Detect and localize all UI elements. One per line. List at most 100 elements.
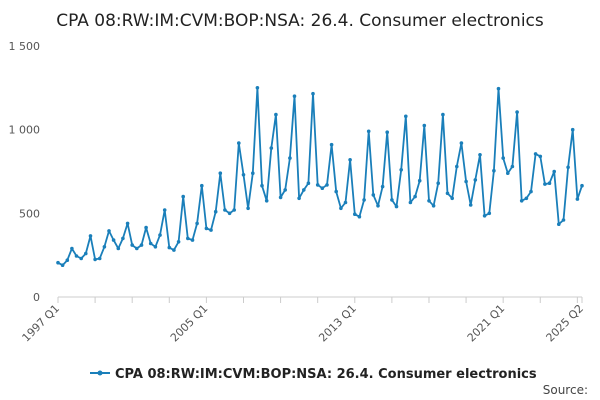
- data-point[interactable]: [376, 204, 380, 208]
- data-point[interactable]: [320, 186, 325, 190]
- data-point[interactable]: [158, 233, 162, 237]
- data-point[interactable]: [339, 206, 343, 211]
- data-point[interactable]: [380, 184, 385, 189]
- data-point[interactable]: [385, 130, 390, 134]
- data-point[interactable]: [557, 222, 561, 226]
- data-point[interactable]: [510, 164, 515, 169]
- data-point[interactable]: [547, 181, 552, 185]
- data-point[interactable]: [496, 86, 501, 91]
- data-point[interactable]: [70, 246, 74, 251]
- data-point[interactable]: [144, 225, 148, 230]
- data-point[interactable]: [167, 245, 172, 250]
- data-point[interactable]: [390, 198, 394, 202]
- data-point[interactable]: [334, 189, 339, 194]
- data-point[interactable]: [283, 188, 288, 192]
- data-point[interactable]: [65, 258, 70, 263]
- data-point[interactable]: [561, 218, 566, 222]
- data-point[interactable]: [74, 254, 79, 258]
- data-point[interactable]: [269, 146, 274, 150]
- data-point[interactable]: [492, 168, 496, 173]
- data-point[interactable]: [450, 196, 455, 201]
- data-point[interactable]: [580, 183, 584, 188]
- data-point[interactable]: [292, 94, 297, 98]
- data-point[interactable]: [515, 110, 519, 114]
- data-point[interactable]: [399, 168, 404, 172]
- data-point[interactable]: [121, 236, 125, 241]
- data-point[interactable]: [107, 229, 111, 233]
- data-point[interactable]: [487, 211, 492, 216]
- data-point[interactable]: [353, 212, 357, 216]
- data-point[interactable]: [135, 246, 139, 251]
- data-point[interactable]: [200, 183, 204, 188]
- legend[interactable]: CPA 08:RW:IM:CVM:BOP:NSA: 26.4. Consumer…: [90, 367, 537, 382]
- data-point[interactable]: [172, 248, 176, 252]
- data-point[interactable]: [343, 200, 348, 205]
- data-point[interactable]: [311, 91, 315, 96]
- data-point[interactable]: [417, 178, 422, 183]
- data-point[interactable]: [190, 238, 195, 242]
- data-point[interactable]: [478, 153, 482, 157]
- data-point[interactable]: [441, 112, 445, 117]
- data-point[interactable]: [394, 204, 399, 209]
- data-point[interactable]: [404, 114, 408, 119]
- data-point[interactable]: [501, 156, 506, 160]
- data-point[interactable]: [524, 196, 529, 201]
- data-point[interactable]: [79, 256, 83, 261]
- data-point[interactable]: [209, 228, 213, 232]
- data-point[interactable]: [366, 129, 371, 134]
- data-point[interactable]: [213, 209, 218, 214]
- data-point[interactable]: [570, 127, 575, 132]
- source-label[interactable]: Source:: [543, 383, 588, 397]
- data-point[interactable]: [288, 156, 292, 160]
- data-point[interactable]: [251, 171, 255, 175]
- data-point[interactable]: [60, 263, 65, 268]
- data-point[interactable]: [408, 200, 413, 205]
- data-point[interactable]: [204, 226, 209, 231]
- data-point[interactable]: [218, 171, 223, 175]
- data-point[interactable]: [506, 171, 510, 175]
- data-point[interactable]: [427, 199, 431, 203]
- data-point[interactable]: [227, 211, 232, 216]
- data-point[interactable]: [529, 189, 533, 194]
- data-point[interactable]: [482, 214, 487, 218]
- data-point[interactable]: [362, 198, 366, 202]
- data-point[interactable]: [241, 173, 246, 177]
- data-point[interactable]: [566, 165, 570, 170]
- data-point[interactable]: [116, 246, 121, 251]
- data-point[interactable]: [148, 241, 153, 246]
- data-point[interactable]: [93, 257, 97, 262]
- data-point[interactable]: [348, 158, 352, 162]
- data-point[interactable]: [422, 123, 427, 128]
- data-point[interactable]: [102, 245, 107, 249]
- data-point[interactable]: [297, 196, 301, 201]
- data-point[interactable]: [431, 204, 436, 208]
- data-point[interactable]: [436, 181, 441, 185]
- data-point[interactable]: [125, 221, 130, 226]
- data-point[interactable]: [274, 112, 278, 117]
- data-point[interactable]: [111, 238, 116, 242]
- data-point[interactable]: [84, 251, 88, 256]
- data-point[interactable]: [575, 197, 580, 201]
- data-point[interactable]: [459, 141, 464, 145]
- data-point[interactable]: [455, 164, 459, 169]
- data-point[interactable]: [260, 183, 264, 188]
- data-point[interactable]: [195, 221, 199, 226]
- data-point[interactable]: [176, 240, 181, 244]
- data-point[interactable]: [88, 234, 93, 238]
- data-point[interactable]: [223, 208, 227, 212]
- data-point[interactable]: [357, 214, 362, 219]
- data-point[interactable]: [325, 183, 329, 187]
- data-point[interactable]: [232, 208, 236, 212]
- data-point[interactable]: [56, 260, 60, 265]
- data-point[interactable]: [543, 182, 547, 186]
- data-point[interactable]: [186, 236, 190, 241]
- data-point[interactable]: [255, 86, 260, 90]
- data-point[interactable]: [538, 154, 543, 159]
- data-point[interactable]: [552, 169, 556, 174]
- data-point[interactable]: [329, 142, 334, 147]
- data-point[interactable]: [533, 152, 538, 156]
- data-point[interactable]: [278, 195, 283, 200]
- data-point[interactable]: [181, 194, 185, 199]
- data-point[interactable]: [315, 183, 320, 187]
- data-point[interactable]: [413, 194, 417, 199]
